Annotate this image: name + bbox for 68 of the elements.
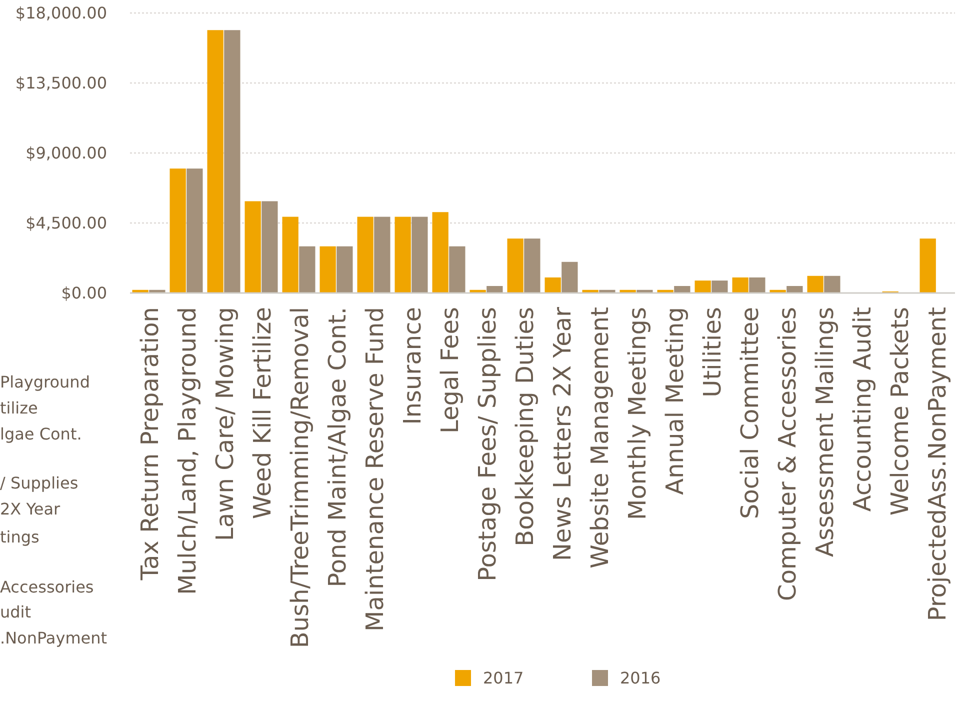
y-tick-label: $18,000.00 (15, 4, 107, 23)
bar (562, 262, 578, 293)
x-tick-label: Postage Fees/ Supplies (473, 307, 502, 582)
bar (786, 286, 803, 293)
x-tick-label: Social Committee (736, 307, 764, 520)
bar (524, 238, 540, 293)
legend-label: 2016 (620, 668, 661, 688)
bar (282, 216, 298, 293)
x-tick-label: Bookkeeping Duties (510, 307, 539, 546)
text: tilize (0, 398, 38, 418)
text: lgae Cont. (0, 424, 82, 444)
x-tick-label: Utilities (698, 307, 726, 398)
x-tick-label: Maintenance Reserve Fund (360, 307, 389, 632)
x-tick-label: Weed Kill Fertilize (248, 307, 276, 519)
bar (544, 277, 561, 293)
x-tick-label: News Letters 2X Year (548, 306, 576, 561)
bar (674, 286, 690, 293)
bar (262, 201, 278, 293)
bar (394, 216, 411, 293)
x-tick-label: Monthly Meetings (623, 307, 652, 520)
y-tick-label: $13,500.00 (15, 74, 107, 93)
x-tick-label: Assessment Mailings (810, 307, 839, 557)
bar (920, 238, 936, 293)
text: .NonPayment (0, 628, 108, 648)
x-tick-label: Bush/TreeTrimming/Removal (286, 307, 314, 648)
x-tick-label: Computer & Accessories (773, 307, 802, 601)
bar (824, 276, 840, 293)
x-tick-label: Insurance (398, 307, 426, 425)
y-tick-label: $9,000.00 (26, 144, 107, 163)
bar (807, 276, 824, 293)
bar (449, 246, 466, 293)
legend-label: 2017 (483, 668, 524, 688)
bar (412, 216, 428, 293)
bar (507, 238, 524, 293)
bar (299, 246, 316, 293)
x-tick-label: Pond Maint/Algae Cont. (323, 307, 352, 588)
bar (170, 168, 186, 293)
y-tick-label: $0.00 (61, 284, 107, 303)
text: / Supplies (0, 474, 78, 493)
bar (712, 280, 728, 293)
x-tick-label: ProjectedAss.NonPayment (923, 307, 952, 622)
x-tick-label: Accounting Audit (848, 307, 876, 512)
text: Playground (0, 372, 90, 392)
x-tick-label: Lawn Care/ Mowing (210, 307, 239, 541)
text: udit (0, 602, 32, 622)
bar (224, 30, 240, 293)
bar (732, 277, 748, 293)
bar (432, 212, 448, 293)
bar (694, 280, 711, 293)
text: tings (0, 528, 40, 547)
text: Accessories (0, 578, 94, 597)
x-tick-label: Mulch/Land, Playground (173, 307, 202, 595)
bar (336, 246, 353, 293)
bar (320, 246, 336, 293)
bar (244, 201, 261, 293)
bar (186, 168, 203, 293)
x-tick-label: Legal Fees (436, 307, 464, 434)
bar (207, 30, 224, 293)
bar (486, 286, 503, 293)
y-tick-label: $4,500.00 (26, 214, 107, 233)
x-tick-label: Tax Return Preparation (136, 307, 164, 582)
bar (749, 277, 766, 293)
x-tick-label: Annual Meeting (660, 307, 689, 495)
bar (374, 216, 390, 293)
text: 2X Year (0, 500, 61, 519)
bar (357, 216, 374, 293)
x-tick-label: Welcome Packets (886, 307, 914, 516)
x-tick-label: Website Management (586, 307, 614, 568)
